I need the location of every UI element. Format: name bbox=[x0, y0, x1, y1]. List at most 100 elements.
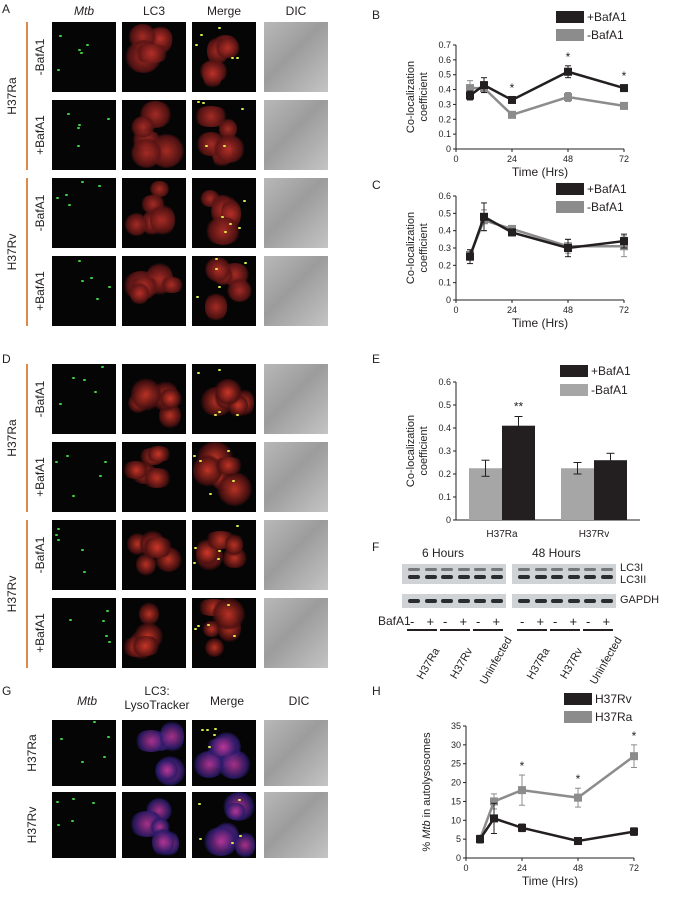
cell-blob bbox=[214, 38, 242, 59]
micrograph-lc3 bbox=[122, 364, 186, 434]
row-label-treatment: -BafA1 bbox=[33, 38, 47, 76]
micrograph-merge bbox=[192, 364, 256, 434]
bafa1-sign: + bbox=[569, 614, 578, 629]
bacterium-dot bbox=[235, 413, 239, 416]
y-axis-label: Co-localizationcoefficient bbox=[405, 61, 430, 133]
column-header: Mtb bbox=[73, 4, 94, 18]
column-header: Merge bbox=[209, 694, 244, 708]
micrograph-lc3 bbox=[122, 520, 186, 590]
band-gapdh bbox=[457, 599, 470, 603]
bacterium-dot bbox=[243, 200, 247, 203]
significance-marker: ** bbox=[514, 400, 524, 414]
group-label: H37Ra bbox=[524, 646, 553, 682]
band-gapdh bbox=[600, 599, 613, 603]
y-tick-label: 0.1 bbox=[438, 492, 451, 502]
legend-swatch bbox=[564, 693, 592, 705]
band-label: GAPDH bbox=[620, 594, 660, 606]
data-point bbox=[630, 827, 638, 836]
micrograph-mtb bbox=[52, 364, 116, 434]
micrograph-lc3 bbox=[122, 256, 186, 326]
bacterium-dot bbox=[199, 34, 203, 37]
data-point bbox=[574, 837, 582, 846]
y-tick-label: 15 bbox=[451, 796, 461, 806]
cell-blob bbox=[204, 737, 243, 756]
micrograph-mtb bbox=[52, 100, 116, 170]
cell-blob bbox=[140, 537, 175, 558]
bacterium-dot bbox=[97, 185, 101, 188]
micrograph-mtb bbox=[52, 792, 116, 858]
panel-label-a: A bbox=[2, 2, 11, 16]
band-lc3i bbox=[600, 568, 613, 571]
bacterium-dot bbox=[56, 69, 60, 72]
cell-blob bbox=[213, 456, 244, 474]
cell-blob bbox=[216, 472, 252, 506]
bacterium-dot bbox=[71, 797, 75, 800]
y-axis-label: Co-localizationcoefficient bbox=[405, 415, 430, 487]
band-gapdh bbox=[567, 599, 580, 603]
cell-blob bbox=[223, 803, 248, 821]
bacterium-dot bbox=[72, 376, 75, 379]
chart-b: 0 0.1 0.2 0.3 0.4 0.5 0.6 0.7 0 24 48 72 Time (Hrs) C… bbox=[405, 10, 629, 179]
row-label-strain: H37Rv bbox=[25, 806, 39, 844]
y-tick-label: 0 bbox=[446, 295, 451, 305]
micrograph-lc3 bbox=[122, 22, 186, 92]
data-point bbox=[466, 84, 474, 93]
row-label-treatment: +BafA1 bbox=[33, 271, 47, 311]
bafa1-sign: + bbox=[492, 614, 501, 629]
band-label: LC3II bbox=[620, 574, 647, 586]
micrograph-lc3 bbox=[122, 442, 186, 512]
legend-swatch bbox=[556, 201, 584, 213]
y-tick-label: 0.2 bbox=[438, 114, 451, 124]
cell-blob bbox=[142, 468, 172, 489]
bacterium-dot bbox=[94, 390, 98, 393]
micrograph-dic bbox=[264, 520, 328, 590]
bacterium-dot bbox=[226, 449, 230, 452]
bacterium-dot bbox=[205, 144, 209, 147]
y-tick-label: 0.3 bbox=[438, 446, 451, 456]
row-label-strain: H37Rv bbox=[5, 575, 19, 613]
y-tick-label: 0.6 bbox=[438, 377, 451, 387]
group-label: Uninfected bbox=[478, 635, 515, 687]
cell-blob bbox=[159, 720, 184, 753]
y-axis-label-line: Co-localization bbox=[405, 61, 417, 133]
bacterium-dot bbox=[104, 635, 108, 638]
micrograph-lc3 bbox=[122, 792, 186, 858]
micrograph-merge bbox=[192, 178, 256, 248]
y-tick-label: 0 bbox=[456, 853, 461, 863]
significance-marker: * bbox=[576, 772, 581, 786]
micrograph-mtb bbox=[52, 442, 116, 512]
data-point bbox=[466, 252, 474, 261]
x-axis-label: Time (Hrs) bbox=[512, 165, 568, 179]
cell-blob bbox=[205, 637, 224, 658]
row-label-strain: H37Ra bbox=[5, 77, 19, 115]
strain-bracket bbox=[26, 22, 28, 170]
series-line bbox=[468, 218, 624, 256]
bacterium-dot bbox=[220, 215, 224, 218]
row-label-strain: H37Rv bbox=[5, 233, 19, 271]
cell-blob bbox=[235, 831, 255, 858]
y-tick-label: 0.4 bbox=[438, 85, 451, 95]
category-label: H37Ra bbox=[486, 529, 518, 540]
micrograph-merge bbox=[192, 256, 256, 326]
group-label: H37Rv bbox=[558, 646, 586, 682]
bacterium-dot bbox=[206, 623, 210, 626]
band-lc3i bbox=[534, 568, 547, 571]
band-gapdh bbox=[584, 599, 596, 603]
bar bbox=[561, 468, 594, 520]
bacterium-dot bbox=[213, 728, 217, 731]
series-line bbox=[468, 214, 625, 258]
bacterium-dot bbox=[81, 760, 85, 763]
y-tick-label: 5 bbox=[456, 834, 461, 844]
strain-bracket bbox=[26, 178, 28, 326]
micrograph-dic bbox=[264, 598, 328, 668]
y-axis-label-line: Co-localization bbox=[405, 415, 417, 487]
group-label: H37Rv bbox=[448, 646, 476, 682]
y-tick-label: 0.4 bbox=[438, 226, 451, 236]
y-tick-label: 25 bbox=[451, 759, 461, 769]
bacterium-dot bbox=[199, 459, 203, 462]
bacterium-dot bbox=[195, 296, 199, 299]
bacterium-dot bbox=[56, 527, 60, 530]
bacterium-dot bbox=[89, 277, 93, 280]
micrograph-mtb bbox=[52, 598, 116, 668]
bacterium-dot bbox=[107, 736, 111, 739]
